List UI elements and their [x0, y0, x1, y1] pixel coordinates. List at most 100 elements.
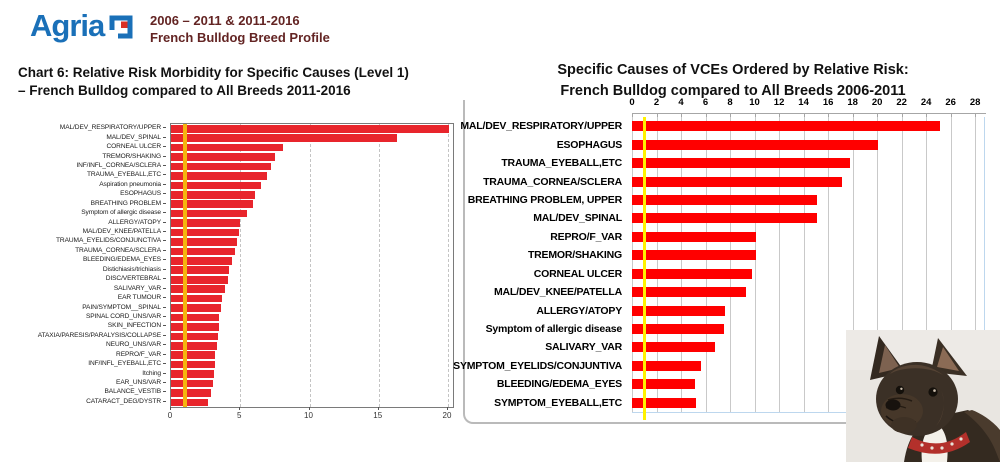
right-chart-axis-line — [632, 113, 986, 114]
right-category-label: MAL/DEV_SPINAL — [533, 212, 622, 225]
left-category-label: CATARACT_DEG/DYSTR — [0, 397, 166, 406]
axis-tick-mark — [163, 240, 166, 242]
bar — [632, 342, 716, 353]
x-tick-mark — [377, 407, 379, 410]
x-tick-mark — [308, 407, 310, 410]
bar — [171, 304, 221, 312]
bar-row — [632, 191, 985, 209]
x-tick-mark — [901, 113, 903, 117]
right-chart-title-line2: French Bulldog compared to All Breeds 20… — [560, 83, 906, 100]
axis-tick-mark — [163, 202, 166, 204]
bar — [171, 190, 256, 199]
left-category-label: TRAUMA_EYELIDS/CONJUNCTIVA — [0, 236, 166, 245]
axis-tick-mark — [163, 287, 166, 289]
bar — [171, 332, 219, 341]
gridline — [681, 117, 683, 412]
axis-tick-mark — [163, 164, 166, 166]
bar-row — [632, 135, 985, 153]
x-tick-label: 20 — [871, 97, 883, 108]
right-chart-category-labels: MAL/DEV_RESPIRATORY/UPPER ESOPHAGUS TRAUMA… — [453, 117, 627, 412]
left-category-label: SALIVARY_VAR — [0, 283, 166, 292]
bar-row — [171, 313, 453, 322]
axis-tick-mark — [163, 249, 166, 251]
x-tick-label: 15 — [373, 411, 383, 420]
right-chart-bars — [632, 117, 985, 412]
gridline — [656, 117, 658, 412]
x-tick-label: 28 — [969, 97, 981, 108]
right-chart-title-line1: Specific Causes of VCEs Ordered by Relat… — [557, 62, 909, 78]
gridline — [754, 117, 756, 412]
bar — [171, 389, 212, 397]
bar — [171, 379, 213, 388]
x-tick-label: 10 — [749, 97, 760, 108]
x-tick-mark — [656, 113, 658, 117]
axis-tick-mark — [163, 297, 166, 299]
left-category-label: TRAUMA_CORNEA/SCLERA — [0, 246, 166, 255]
gridline — [779, 117, 781, 412]
gridline — [730, 117, 732, 412]
x-tick-label: 22 — [896, 97, 907, 108]
bar-row — [171, 398, 453, 407]
header-subtitle: French Bulldog Breed Profile — [150, 29, 330, 45]
bar-row — [171, 124, 453, 133]
bar — [171, 351, 216, 360]
bar — [171, 266, 230, 275]
bar-row — [632, 394, 985, 412]
bar-row — [171, 162, 453, 171]
bar — [171, 134, 397, 142]
left-category-label: TREMOR/SHAKING — [0, 151, 166, 160]
bar — [171, 323, 219, 331]
left-category-label: SPINAL CORD_UNS/VAR — [0, 312, 166, 321]
left-category-label: MAL/DEV_SPINAL — [0, 132, 166, 141]
gridline — [803, 117, 805, 412]
left-category-label: Distichiasis/trichiasis — [0, 265, 166, 274]
bar — [632, 139, 879, 150]
x-tick-mark — [754, 113, 756, 117]
reference-line — [182, 124, 187, 407]
bar-row — [171, 275, 453, 284]
bar-row — [171, 209, 453, 218]
x-tick-label: 18 — [847, 97, 858, 108]
x-tick-label: 5 — [237, 411, 242, 420]
bar-row — [171, 351, 453, 360]
bar-row — [171, 200, 453, 209]
bar — [171, 313, 220, 322]
axis-tick-mark — [163, 325, 166, 327]
bar-row — [632, 320, 985, 338]
bar — [171, 275, 228, 284]
x-tick-mark — [803, 113, 805, 117]
right-category-label: SALIVARY_VAR — [545, 341, 622, 354]
x-tick-label: 16 — [822, 97, 834, 108]
bar — [632, 231, 756, 242]
bar-row — [632, 209, 985, 227]
right-chart-title: Specific Causes of VCEs Ordered by Relat… — [468, 60, 998, 102]
left-category-label: EAR TUMOUR — [0, 293, 166, 302]
bar-row — [632, 172, 985, 190]
bar-row — [632, 228, 985, 246]
axis-tick-mark — [163, 315, 166, 317]
left-category-label: DISC/VERTEBRAL — [0, 274, 166, 283]
gridline — [950, 117, 952, 412]
right-category-label: MAL/DEV_RESPIRATORY/UPPER — [460, 120, 622, 133]
french-bulldog-photo — [846, 330, 1000, 462]
bar — [171, 228, 239, 237]
gridline — [877, 117, 879, 412]
bar-row — [171, 143, 453, 152]
gridline — [852, 117, 854, 412]
right-category-label: SYMPTOM_EYELIDS/CONJUNTIVA — [453, 359, 622, 372]
x-tick-label: 0 — [629, 97, 635, 108]
bar-row — [171, 294, 453, 303]
bar — [632, 268, 753, 279]
axis-tick-mark — [163, 372, 166, 374]
left-chart-category-labels: MAL/DEV_RESPIRATORY/UPPER MAL/DEV_SPINAL C… — [0, 123, 166, 406]
left-category-label: TRAUMA_EYEBALL,ETC — [0, 170, 166, 179]
x-tick-label: 2 — [653, 97, 660, 108]
bar-row — [632, 117, 985, 135]
bar-row — [171, 247, 453, 256]
bar-row — [171, 237, 453, 246]
bar-row — [171, 369, 453, 378]
axis-tick-mark — [163, 155, 166, 157]
left-chart-title-line1: Chart 6: Relative Risk Morbidity for Spe… — [18, 65, 409, 80]
bar-row — [632, 246, 985, 264]
axis-tick-mark — [163, 391, 166, 393]
